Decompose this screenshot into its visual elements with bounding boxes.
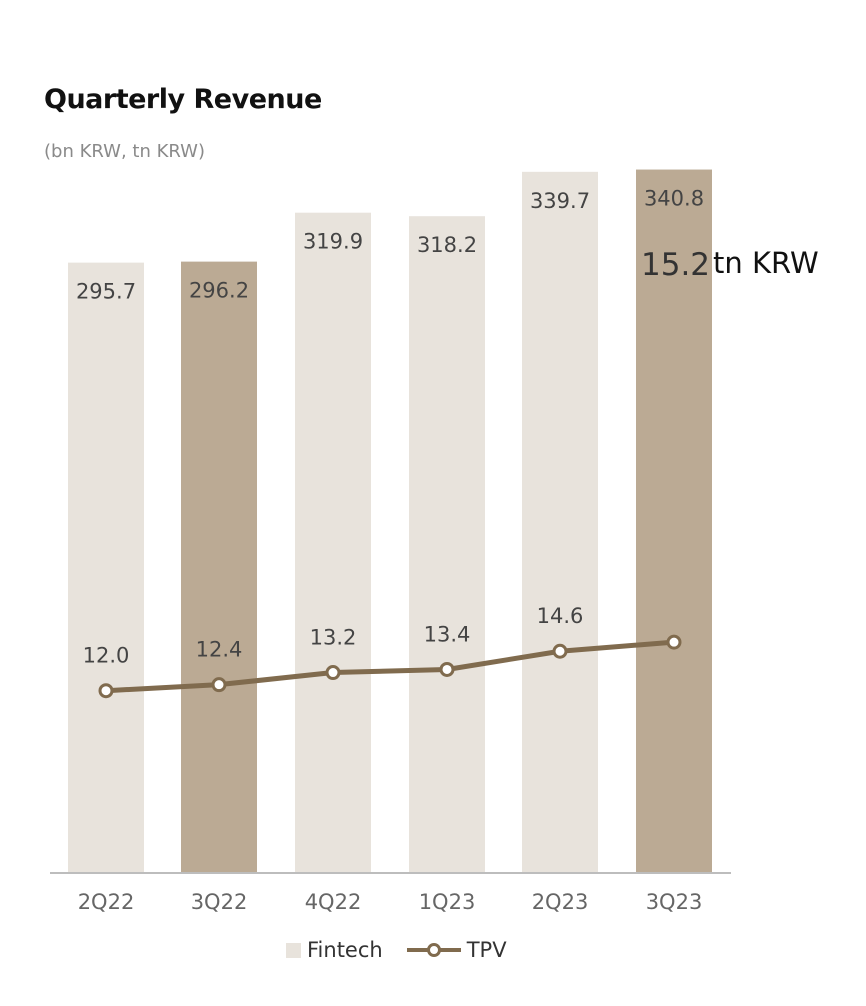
bar-fintech-2Q22 bbox=[68, 262, 144, 873]
tpv-label-3Q22: 12.4 bbox=[196, 638, 243, 662]
tpv-line bbox=[105, 639, 675, 694]
tpv-line-layer bbox=[98, 634, 682, 699]
chart-title: Quarterly Revenue bbox=[44, 84, 322, 115]
legend-fintech-label: Fintech bbox=[307, 938, 383, 962]
x-tick-2Q22: 2Q22 bbox=[78, 890, 135, 914]
bar-fintech-4Q22 bbox=[295, 212, 371, 873]
quarterly-revenue-chart: 295.7 296.2 319.9 318.2 339.7 340.8 12.0 12.4 13… bbox=[50, 169, 819, 914]
tpv-label-1Q23: 13.4 bbox=[424, 622, 471, 646]
tpv-point-2Q23 bbox=[552, 643, 568, 659]
bar-fintech-1Q23 bbox=[409, 216, 485, 873]
x-tick-4Q22: 4Q22 bbox=[305, 890, 362, 914]
bars-layer bbox=[68, 169, 712, 874]
bar-label-2Q23: 339.7 bbox=[530, 189, 590, 213]
x-ticks-layer: 2Q22 3Q22 4Q22 1Q23 2Q23 3Q23 bbox=[78, 890, 703, 914]
legend-tpv-swatch bbox=[406, 943, 461, 957]
legend: Fintech TPV bbox=[286, 938, 529, 962]
chart-subtitle: (bn KRW, tn KRW) bbox=[44, 141, 205, 162]
legend-tpv-label: TPV bbox=[466, 938, 507, 962]
tpv-label-4Q22: 13.2 bbox=[310, 626, 357, 650]
tpv-label-2Q22: 12.0 bbox=[83, 644, 130, 668]
bar-label-4Q22: 319.9 bbox=[303, 230, 363, 254]
bar-fintech-2Q23 bbox=[522, 171, 598, 874]
bar-label-2Q22: 295.7 bbox=[76, 280, 136, 304]
x-tick-3Q22: 3Q22 bbox=[191, 890, 248, 914]
tpv-point-2Q22 bbox=[98, 683, 114, 699]
bar-fintech-3Q23 bbox=[636, 169, 712, 874]
bar-label-3Q23: 340.8 bbox=[644, 187, 704, 211]
tpv-point-3Q23 bbox=[666, 634, 682, 650]
tpv-point-3Q22 bbox=[211, 677, 227, 693]
bar-fintech-3Q22 bbox=[181, 261, 257, 874]
labels-layer: 295.7 296.2 319.9 318.2 339.7 340.8 12.0 12.4 13… bbox=[76, 187, 704, 668]
x-tick-2Q23: 2Q23 bbox=[532, 890, 589, 914]
tpv-latest-callout-value: 15.2 bbox=[641, 247, 710, 283]
tpv-latest-callout-unit: tn KRW bbox=[713, 246, 819, 280]
legend-item-fintech: Fintech bbox=[286, 938, 383, 962]
x-tick-3Q23: 3Q23 bbox=[646, 890, 703, 914]
legend-fintech-swatch bbox=[286, 942, 301, 958]
legend-item-tpv: TPV bbox=[405, 938, 507, 962]
bar-label-1Q23: 318.2 bbox=[417, 233, 477, 257]
x-tick-1Q23: 1Q23 bbox=[419, 890, 476, 914]
bar-label-3Q22: 296.2 bbox=[189, 279, 249, 303]
tpv-point-1Q23 bbox=[439, 661, 455, 677]
tpv-label-2Q23: 14.6 bbox=[537, 604, 584, 628]
tpv-point-4Q22 bbox=[325, 665, 341, 681]
